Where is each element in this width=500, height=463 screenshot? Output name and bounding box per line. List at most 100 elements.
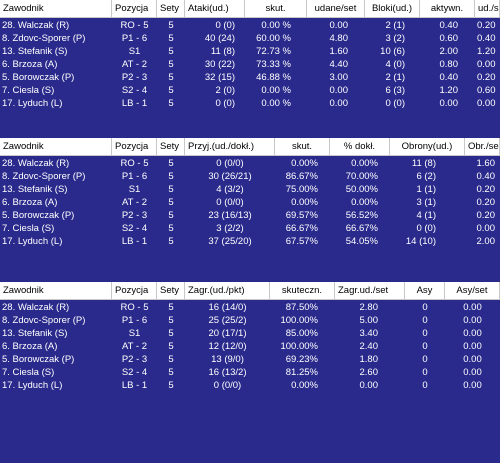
- accuracy: 56.52%: [345, 210, 378, 221]
- defenses-per-set: 1.60: [476, 158, 496, 169]
- column-header-player[interactable]: Zawodnik: [0, 282, 112, 299]
- column-header-blocks[interactable]: Bloki(ud.): [365, 0, 420, 17]
- table-row[interactable]: 6. Brzoza (A) AT - 2 5 12 (12/0) 100.00%…: [0, 340, 500, 353]
- reception-table-header: Zawodnik Pozycja Sety Przyj.(ud./dokł.) …: [0, 138, 500, 156]
- table-row[interactable]: 13. Stefanik (S) S1 5 11 (8) 72.73 % 1.6…: [0, 45, 500, 58]
- sets: 5: [168, 20, 174, 31]
- column-header-sets[interactable]: Sety: [157, 0, 185, 17]
- aces-per-set: 0.00: [463, 328, 482, 339]
- table-row[interactable]: 17. Lyduch (L) LB - 1 5 0 (0/0) 0.00% 0.…: [0, 379, 500, 392]
- successful-per-set: 0.00: [329, 98, 349, 109]
- player-name: 6. Brzoza (A): [2, 197, 58, 208]
- column-header-position[interactable]: Pozycja: [112, 138, 157, 155]
- sets: 5: [168, 158, 174, 169]
- column-header-blocks-per-set[interactable]: ud./se: [475, 0, 500, 17]
- sets: 5: [168, 184, 174, 195]
- table-row[interactable]: 8. Zdovc-Sporer (P) P1 - 6 5 30 (26/21) …: [0, 170, 500, 183]
- table-row[interactable]: 5. Borowczak (P) P2 - 3 5 23 (16/13) 69.…: [0, 209, 500, 222]
- sets: 5: [168, 46, 174, 57]
- column-header-position[interactable]: Pozycja: [112, 282, 157, 299]
- column-header-defenses-per-set[interactable]: Obr./se: [465, 138, 500, 155]
- table-row[interactable]: 17. Lyduch (L) LB - 1 5 37 (25/20) 67.57…: [0, 235, 500, 248]
- player-name: 13. Stefanik (S): [2, 184, 68, 195]
- table-row[interactable]: 7. Ciesla (S) S2 - 4 5 16 (13/2) 81.25% …: [0, 366, 500, 379]
- column-header-accuracy[interactable]: % dokł.: [330, 138, 390, 155]
- column-header-sets[interactable]: Sety: [157, 138, 185, 155]
- serves: 25 (25/2): [208, 315, 247, 326]
- serves-per-set: 2.40: [359, 341, 379, 352]
- table-row[interactable]: 7. Ciesla (S) S2 - 4 5 3 (2/2) 66.67% 66…: [0, 222, 500, 235]
- column-header-sets[interactable]: Sety: [157, 282, 185, 299]
- player-name: 7. Ciesla (S): [2, 223, 55, 234]
- position: AT - 2: [122, 59, 147, 70]
- serves-per-set: 2.80: [359, 302, 379, 313]
- column-header-position[interactable]: Pozycja: [112, 0, 157, 17]
- position: RO - 5: [120, 302, 149, 313]
- blocks-per-set: 0.00: [477, 59, 496, 70]
- table-row[interactable]: 8. Zdovc-Sporer (P) P1 - 6 5 40 (24) 60.…: [0, 32, 500, 45]
- table-row[interactable]: 7. Ciesla (S) S2 - 4 5 2 (0) 0.00 % 0.00…: [0, 84, 500, 97]
- accuracy: 50.00%: [345, 184, 378, 195]
- table-row[interactable]: 5. Borowczak (P) P2 - 3 5 13 (9/0) 69.23…: [0, 353, 500, 366]
- column-header-receptions[interactable]: Przyj.(ud./dokł.): [185, 138, 275, 155]
- table-row[interactable]: 6. Brzoza (A) AT - 2 5 30 (22) 73.33 % 4…: [0, 58, 500, 71]
- sets: 5: [168, 98, 174, 109]
- sets: 5: [168, 171, 174, 182]
- table-row[interactable]: 28. Walczak (R) RO - 5 5 0 (0) 0.00 % 0.…: [0, 19, 500, 32]
- column-header-aces[interactable]: Asy: [405, 282, 445, 299]
- column-header-successful-per-set[interactable]: udane/set: [307, 0, 365, 17]
- aces-per-set: 0.00: [463, 354, 482, 365]
- serve-aces-table: Zawodnik Pozycja Sety Zagr.(ud./pkt) sku…: [0, 282, 500, 392]
- table-row[interactable]: 8. Zdovc-Sporer (P) P1 - 6 5 25 (25/2) 1…: [0, 314, 500, 327]
- sets: 5: [168, 302, 174, 313]
- table-row[interactable]: 13. Stefanik (S) S1 5 4 (3/2) 75.00% 50.…: [0, 183, 500, 196]
- effectiveness: 46.88 %: [256, 72, 291, 83]
- position: P1 - 6: [121, 315, 148, 326]
- column-header-player[interactable]: Zawodnik: [0, 138, 112, 155]
- successful-per-set: 0.00: [329, 85, 349, 96]
- activity: 0.60: [439, 33, 459, 44]
- aces-per-set: 0.00: [463, 315, 482, 326]
- table-row[interactable]: 17. Lyduch (L) LB - 1 5 0 (0) 0.00 % 0.0…: [0, 97, 500, 110]
- defenses: 3 (1): [416, 197, 436, 208]
- player-name: 13. Stefanik (S): [2, 328, 68, 339]
- column-header-aces-per-set[interactable]: Asy/set: [445, 282, 500, 299]
- position: AT - 2: [122, 197, 147, 208]
- table-row[interactable]: 28. Walczak (R) RO - 5 5 16 (14/0) 87.50…: [0, 301, 500, 314]
- activity: 0.40: [439, 20, 459, 31]
- successful-per-set: 3.00: [329, 72, 349, 83]
- column-header-effectiveness[interactable]: skuteczn.: [270, 282, 335, 299]
- column-header-effectiveness[interactable]: skut.: [245, 0, 307, 17]
- table-row[interactable]: 5. Borowczak (P) P2 - 3 5 32 (15) 46.88 …: [0, 71, 500, 84]
- receptions: 4 (3/2): [216, 184, 244, 195]
- column-header-player[interactable]: Zawodnik: [0, 0, 112, 17]
- effectiveness: 0.00 %: [261, 98, 291, 109]
- column-header-effectiveness[interactable]: skut.: [275, 138, 330, 155]
- effectiveness: 0.00%: [291, 197, 318, 208]
- effectiveness: 0.00%: [291, 380, 318, 391]
- defenses-per-set: 0.40: [476, 171, 496, 182]
- table-row[interactable]: 13. Stefanik (S) S1 5 20 (17/1) 85.00% 3…: [0, 327, 500, 340]
- activity: 0.40: [439, 72, 459, 83]
- table-row[interactable]: 6. Brzoza (A) AT - 2 5 0 (0/0) 0.00% 0.0…: [0, 196, 500, 209]
- defenses: 14 (10): [405, 236, 436, 247]
- serves: 16 (13/2): [208, 367, 247, 378]
- position: P1 - 6: [121, 33, 148, 44]
- column-header-activity[interactable]: aktywn.: [420, 0, 475, 17]
- position: P2 - 3: [121, 210, 148, 221]
- player-name: 17. Lyduch (L): [2, 98, 63, 109]
- aces-per-set: 0.00: [463, 341, 482, 352]
- column-header-attacks[interactable]: Ataki(ud.): [185, 0, 245, 17]
- receptions: 0 (0/0): [216, 197, 244, 208]
- defenses-per-set: 0.20: [476, 197, 496, 208]
- player-name: 28. Walczak (R): [2, 158, 70, 169]
- table-row[interactable]: 28. Walczak (R) RO - 5 5 0 (0/0) 0.00% 0…: [0, 157, 500, 170]
- column-header-serves[interactable]: Zagr.(ud./pkt): [185, 282, 270, 299]
- column-header-serves-per-set[interactable]: Zagr.ud./set: [335, 282, 405, 299]
- position: LB - 1: [121, 236, 148, 247]
- aces: 0: [422, 367, 428, 378]
- defenses: 11 (8): [411, 158, 436, 169]
- column-header-defenses[interactable]: Obrony(ud.): [390, 138, 465, 155]
- reception-defense-table: Zawodnik Pozycja Sety Przyj.(ud./dokł.) …: [0, 138, 500, 248]
- aces-per-set: 0.00: [463, 367, 482, 378]
